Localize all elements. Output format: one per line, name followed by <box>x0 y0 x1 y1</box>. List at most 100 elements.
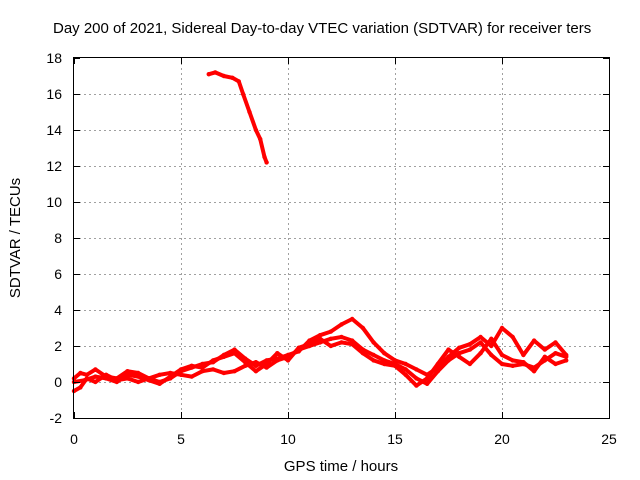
data-point <box>230 75 235 81</box>
data-point <box>136 379 141 385</box>
y-tick-label: 14 <box>46 122 62 138</box>
data-point <box>553 340 558 345</box>
data-point <box>435 369 440 374</box>
x-tick-label: 15 <box>387 431 403 447</box>
data-point <box>542 347 547 352</box>
data-point <box>467 361 473 367</box>
data-point <box>542 354 547 359</box>
data-point <box>478 340 483 345</box>
data-point <box>264 361 269 367</box>
data-point <box>189 363 194 368</box>
data-point <box>236 79 241 84</box>
x-tick-label: 10 <box>280 431 296 447</box>
data-point <box>317 336 323 341</box>
data-point <box>178 367 184 372</box>
data-point <box>467 347 473 352</box>
data-point <box>521 352 526 358</box>
y-tick-label: 4 <box>54 302 62 318</box>
data-point <box>264 160 269 165</box>
data-point <box>221 354 226 359</box>
data-point <box>371 340 376 345</box>
data-point <box>78 370 83 376</box>
data-point <box>489 343 494 349</box>
data-point <box>103 376 109 381</box>
y-axis-title: SDTVAR / TECUs <box>7 178 24 298</box>
data-point <box>262 154 267 160</box>
data-point <box>414 367 419 372</box>
data-point <box>328 343 333 349</box>
data-point <box>403 372 408 377</box>
data-point <box>317 333 323 338</box>
data-point <box>189 374 194 379</box>
x-tick-labels: 0 5 10 15 20 25 <box>70 431 617 447</box>
data-point <box>350 338 355 343</box>
data-point <box>200 369 205 374</box>
data-point <box>371 352 376 358</box>
data-point <box>564 358 569 363</box>
data-point <box>200 365 205 370</box>
data-point <box>157 381 162 386</box>
data-point <box>531 369 537 374</box>
data-point <box>564 354 569 359</box>
x-tick-label: 25 <box>601 431 617 447</box>
data-point <box>328 336 333 341</box>
data-point <box>247 109 252 115</box>
data-point <box>285 358 291 363</box>
data-point <box>392 358 398 363</box>
data-point <box>489 352 494 358</box>
data-point <box>210 367 216 372</box>
data-point <box>253 360 259 365</box>
plot-frame <box>73 57 610 419</box>
y-tick-label: 18 <box>46 50 62 66</box>
data-point <box>424 376 430 381</box>
data-point <box>136 374 141 379</box>
data-point <box>78 385 83 390</box>
x-axis-title: GPS time / hours <box>284 458 398 475</box>
y-tick-label: 10 <box>46 194 62 210</box>
y-tick-label: 16 <box>46 86 62 102</box>
data-point <box>232 347 237 352</box>
data-point <box>382 361 387 367</box>
data-point <box>350 316 355 322</box>
data-point <box>82 378 87 383</box>
data-point <box>339 334 344 340</box>
data-point <box>350 342 355 347</box>
data-point <box>258 136 263 142</box>
x-tick-label: 5 <box>177 431 185 447</box>
data-point <box>457 354 462 359</box>
data-point <box>446 358 451 363</box>
x-tick-label: 20 <box>494 431 510 447</box>
data-point <box>414 383 419 388</box>
data-point <box>339 340 344 345</box>
data-point <box>253 127 259 133</box>
x-tick-label: 0 <box>70 431 78 447</box>
data-point <box>521 360 526 365</box>
series-layer <box>71 70 569 394</box>
data-point <box>157 372 162 377</box>
data-point <box>360 351 366 356</box>
data-point <box>360 325 366 331</box>
y-tick-label: 12 <box>46 158 62 174</box>
data-point <box>253 369 259 374</box>
data-point <box>424 381 430 386</box>
chart-title: Day 200 of 2021, Sidereal Day-to-day VTE… <box>53 20 591 37</box>
data-point <box>125 369 130 374</box>
data-point <box>275 351 280 356</box>
data-point <box>510 363 515 368</box>
data-point <box>403 361 408 367</box>
data-point <box>435 361 440 367</box>
data-point <box>93 379 98 385</box>
data-point <box>221 370 226 376</box>
y-tick-label: 0 <box>54 374 62 390</box>
data-point <box>93 367 98 372</box>
data-point <box>296 345 301 350</box>
data-point <box>125 372 130 377</box>
data-point <box>553 361 558 367</box>
y-tick-label: 2 <box>54 338 62 354</box>
data-point <box>328 329 333 334</box>
data-point <box>489 336 494 341</box>
data-point <box>414 376 419 381</box>
data-point <box>478 351 483 356</box>
data-point <box>221 73 226 79</box>
